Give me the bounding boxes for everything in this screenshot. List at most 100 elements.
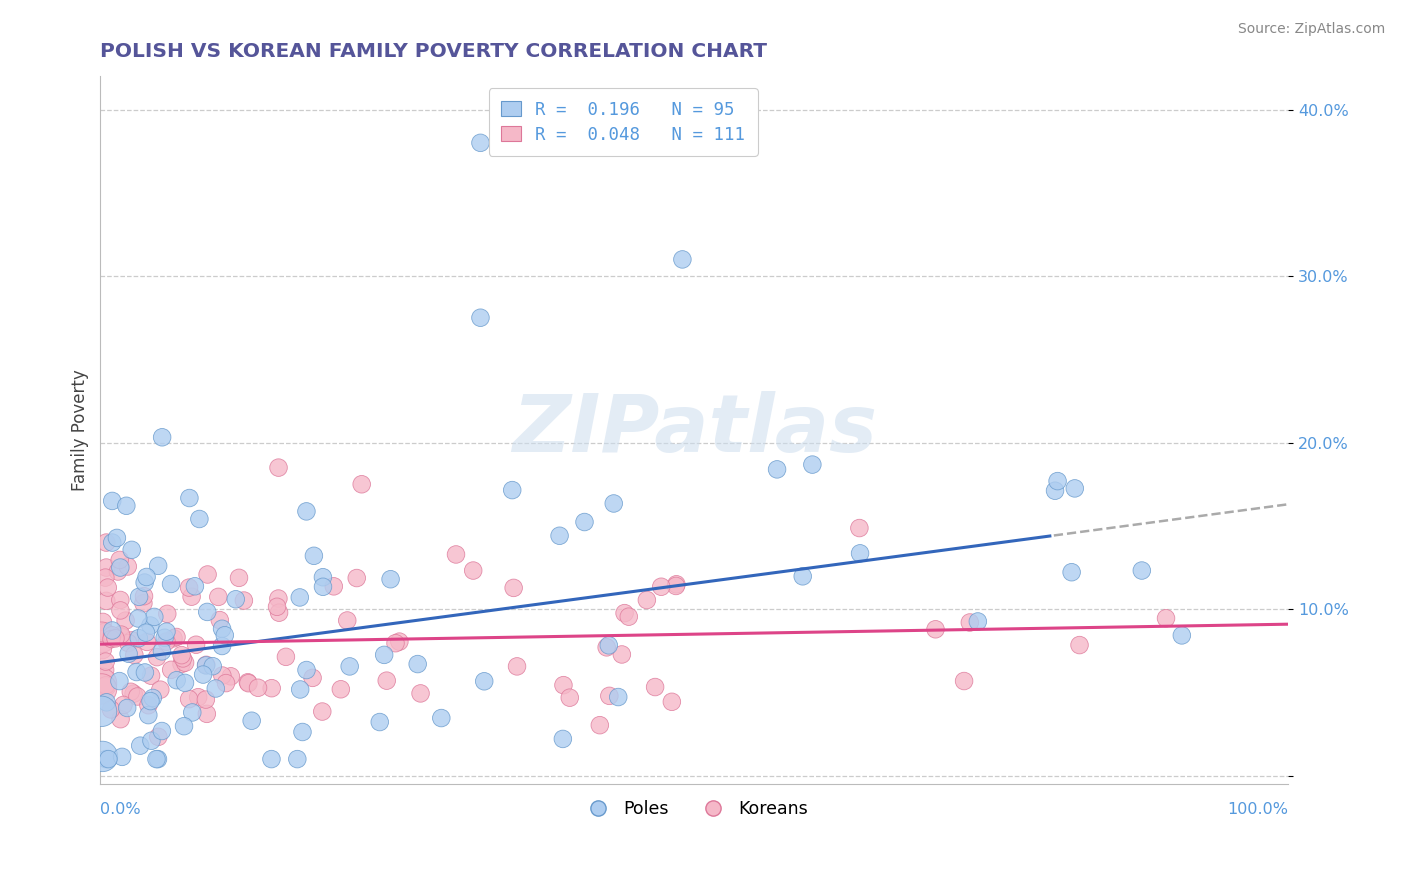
Point bbox=[665, 579, 688, 593]
Point bbox=[1043, 483, 1066, 498]
Point bbox=[104, 632, 127, 646]
Point bbox=[368, 714, 391, 729]
Point bbox=[173, 719, 195, 733]
Point bbox=[225, 592, 247, 607]
Point bbox=[179, 692, 201, 706]
Point bbox=[94, 571, 117, 585]
Point bbox=[166, 630, 188, 644]
Point bbox=[211, 639, 233, 653]
Point bbox=[311, 705, 333, 719]
Point bbox=[288, 591, 311, 605]
Point bbox=[94, 678, 117, 692]
Point bbox=[149, 682, 172, 697]
Point bbox=[1060, 566, 1083, 580]
Point bbox=[953, 673, 976, 688]
Point bbox=[94, 663, 117, 677]
Point bbox=[108, 553, 131, 567]
Point bbox=[142, 690, 165, 705]
Point bbox=[162, 632, 184, 646]
Y-axis label: Family Poverty: Family Poverty bbox=[72, 369, 89, 491]
Point bbox=[558, 690, 581, 705]
Point bbox=[128, 590, 150, 604]
Point bbox=[247, 681, 270, 695]
Point bbox=[238, 676, 260, 690]
Point bbox=[127, 611, 149, 625]
Point bbox=[155, 624, 177, 639]
Point bbox=[636, 593, 658, 607]
Point bbox=[801, 458, 824, 472]
Point bbox=[153, 631, 176, 645]
Point bbox=[792, 569, 814, 583]
Point bbox=[197, 567, 219, 582]
Point bbox=[219, 669, 242, 683]
Point bbox=[267, 460, 290, 475]
Point bbox=[105, 531, 128, 545]
Point bbox=[195, 657, 218, 672]
Point bbox=[160, 577, 183, 591]
Point bbox=[617, 609, 640, 624]
Point bbox=[409, 686, 432, 700]
Point bbox=[267, 606, 290, 620]
Point bbox=[90, 676, 112, 690]
Point bbox=[574, 515, 596, 529]
Point bbox=[172, 651, 194, 665]
Point bbox=[120, 685, 142, 699]
Point bbox=[502, 581, 524, 595]
Point bbox=[207, 590, 229, 604]
Point bbox=[132, 596, 155, 610]
Point bbox=[201, 659, 224, 673]
Point bbox=[595, 640, 617, 655]
Point bbox=[650, 580, 672, 594]
Point bbox=[211, 668, 233, 682]
Point bbox=[312, 570, 335, 584]
Point bbox=[214, 628, 236, 642]
Point bbox=[124, 648, 146, 662]
Point bbox=[1063, 482, 1085, 496]
Point bbox=[240, 714, 263, 728]
Point bbox=[959, 615, 981, 630]
Point bbox=[93, 624, 115, 639]
Point bbox=[329, 682, 352, 697]
Point bbox=[644, 680, 666, 694]
Point bbox=[94, 655, 117, 669]
Point bbox=[150, 724, 173, 739]
Point bbox=[122, 687, 145, 701]
Point bbox=[90, 704, 112, 718]
Point bbox=[598, 689, 620, 703]
Point bbox=[115, 499, 138, 513]
Point bbox=[181, 706, 204, 720]
Point bbox=[312, 580, 335, 594]
Point bbox=[117, 636, 139, 650]
Point bbox=[110, 627, 132, 641]
Point bbox=[849, 546, 872, 560]
Point bbox=[111, 750, 134, 764]
Point bbox=[274, 649, 297, 664]
Point bbox=[215, 676, 238, 690]
Point bbox=[375, 673, 398, 688]
Point bbox=[187, 690, 209, 705]
Point bbox=[322, 579, 344, 593]
Point bbox=[148, 730, 170, 744]
Point bbox=[501, 483, 523, 497]
Point bbox=[110, 603, 132, 617]
Point bbox=[1171, 628, 1194, 642]
Point bbox=[90, 681, 112, 696]
Point bbox=[150, 644, 173, 658]
Point bbox=[589, 718, 612, 732]
Point bbox=[129, 739, 152, 753]
Point bbox=[174, 676, 197, 690]
Point bbox=[135, 570, 157, 584]
Point bbox=[1046, 474, 1069, 488]
Point bbox=[350, 477, 373, 491]
Point bbox=[170, 657, 193, 671]
Point bbox=[91, 643, 114, 657]
Point bbox=[96, 594, 118, 608]
Point bbox=[110, 593, 132, 607]
Point bbox=[100, 632, 122, 646]
Point bbox=[301, 671, 323, 685]
Text: 0.0%: 0.0% bbox=[100, 802, 141, 817]
Point bbox=[194, 692, 217, 706]
Point bbox=[373, 648, 395, 662]
Point bbox=[139, 618, 162, 632]
Point bbox=[346, 571, 368, 585]
